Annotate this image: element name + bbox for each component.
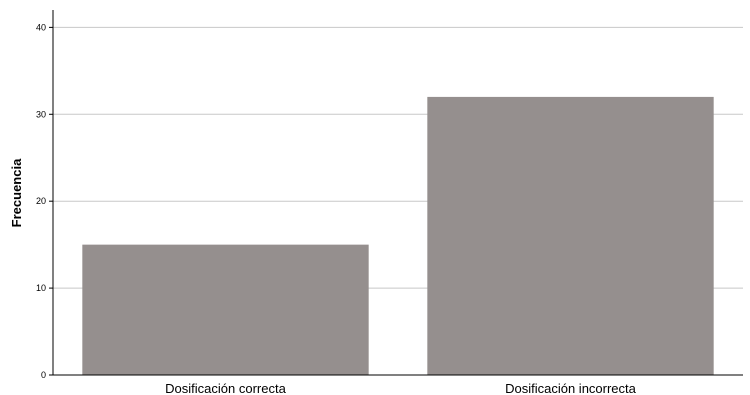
x-category-label: Dosificación correcta: [165, 381, 286, 395]
y-tick-label: 30: [36, 109, 46, 119]
x-category-label: Dosificación incorrecta: [505, 381, 637, 395]
bar: [427, 96, 714, 376]
x-category-labels: Dosificación correcta Dosificación incorr…: [165, 381, 636, 395]
y-tick-label: 0: [41, 370, 46, 380]
y-axis-title: Frecuencia: [9, 158, 24, 227]
y-tick-label: 20: [36, 196, 46, 206]
bars: [82, 96, 714, 376]
bar: [82, 244, 369, 375]
y-tick-label: 40: [36, 22, 46, 32]
y-tick-labels: 0 10 20 30 40: [36, 22, 46, 380]
y-tick-label: 10: [36, 283, 46, 293]
axes: [49, 10, 743, 376]
